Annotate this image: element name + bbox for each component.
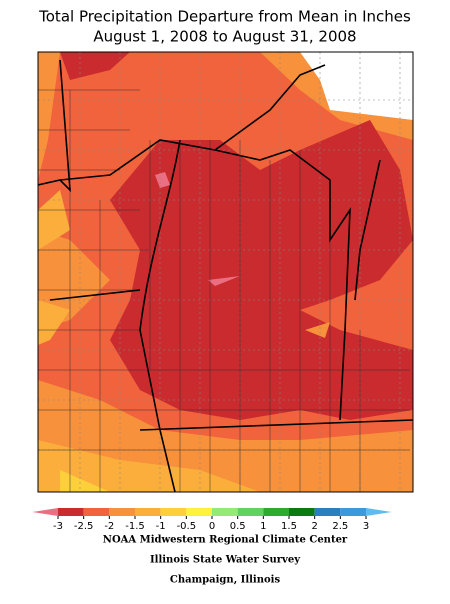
title: Total Precipitation Departure from Mean … (38, 8, 411, 26)
subtitle: August 1, 2008 to August 31, 2008 (93, 28, 356, 46)
colorbar-arrow (366, 508, 392, 516)
colorbar-label: 2 (311, 521, 317, 532)
colorbar-bin (340, 508, 366, 516)
colorbar-bin (212, 508, 238, 516)
colorbar-label: 1.5 (281, 521, 297, 532)
colorbar-label: 3 (363, 521, 369, 532)
county-lines (38, 89, 410, 492)
region (110, 120, 413, 420)
map (37, 51, 414, 493)
region (155, 172, 170, 188)
region (38, 440, 260, 492)
region (38, 300, 70, 345)
colorbar-label: 0 (209, 521, 215, 532)
colorbar-label: -3 (53, 521, 63, 532)
colorbar-label: 0.5 (230, 521, 246, 532)
region (60, 52, 130, 80)
colorbar-bin (160, 508, 187, 516)
colorbar-bin (83, 508, 110, 516)
map-frame (37, 51, 414, 493)
colorbar-label: 1 (260, 521, 266, 532)
region (300, 52, 413, 120)
colorbar-bin (289, 508, 315, 516)
colorbar-label: -2.5 (74, 521, 94, 532)
colorbar-label: -1.5 (125, 521, 145, 532)
colorbar-bin (135, 508, 161, 516)
colorbar-label: -1 (156, 521, 166, 532)
colorbar-label: -2 (104, 521, 114, 532)
region (38, 52, 60, 180)
colorbar-bin (237, 508, 264, 516)
colorbar-arrow (32, 508, 58, 516)
colorbar-label: -0.5 (177, 521, 197, 532)
credit: Illinois State Water Survey (150, 555, 301, 566)
colorbar: -3 -2.5 -2 -1.5 -1 -0.5 0 0.5 1 1.5 2 2.5 3 (32, 508, 392, 532)
graticule (38, 52, 413, 492)
state-borders (38, 59, 413, 492)
colorbar-bin (186, 508, 212, 516)
region (38, 190, 70, 250)
colorbar-bin (314, 508, 341, 516)
region (208, 276, 240, 286)
region (60, 470, 110, 492)
region (305, 322, 330, 338)
region (38, 230, 110, 330)
colorbar-bin (109, 508, 135, 516)
credit: Champaign, Illinois (170, 575, 281, 586)
credit: NOAA Midwestern Regional Climate Center (103, 535, 348, 546)
colorbar-bin (58, 508, 84, 516)
colorbar-label: 2.5 (332, 521, 348, 532)
colorbar-bin (263, 508, 289, 516)
